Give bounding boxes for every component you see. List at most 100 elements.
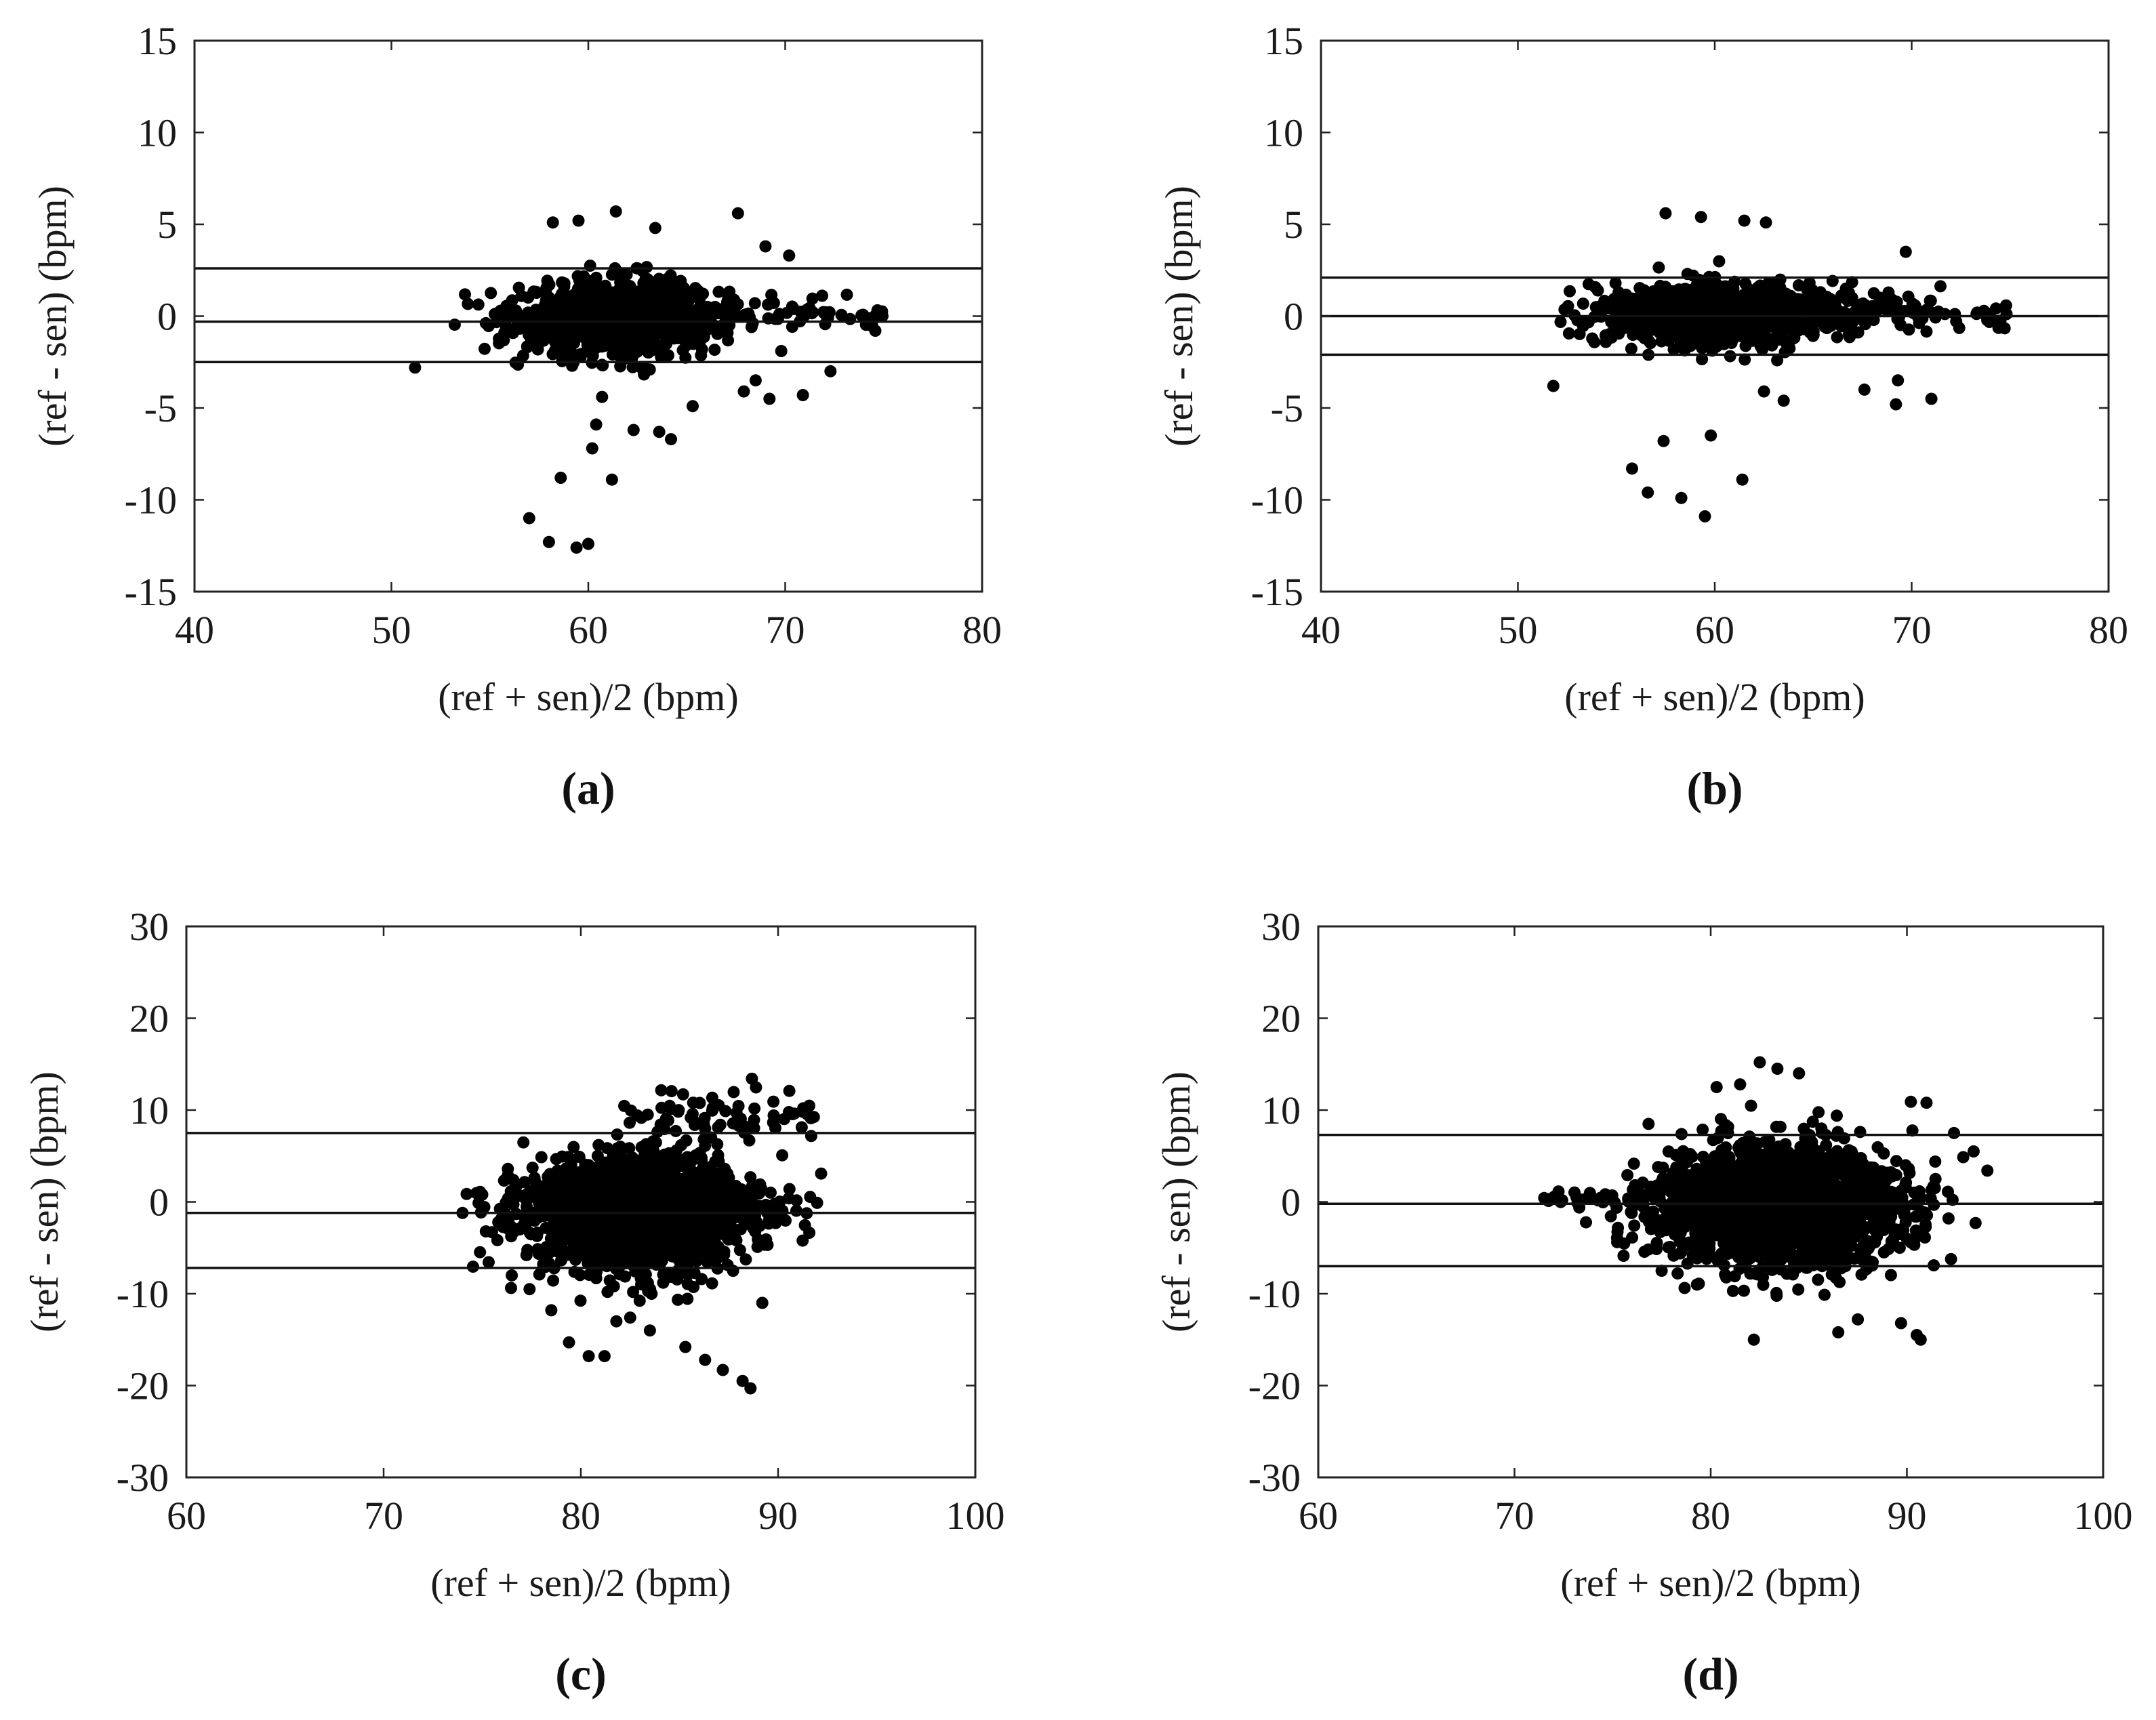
data-point bbox=[560, 1229, 573, 1242]
data-point bbox=[705, 1185, 718, 1198]
data-point bbox=[756, 1296, 769, 1309]
data-point bbox=[706, 1104, 718, 1117]
data-point bbox=[1696, 353, 1709, 365]
data-point bbox=[689, 1118, 701, 1131]
x-tick-label: 40 bbox=[1301, 608, 1341, 652]
data-point bbox=[1831, 1109, 1843, 1122]
data-point bbox=[667, 1191, 680, 1204]
data-point bbox=[737, 385, 750, 398]
data-point bbox=[594, 1204, 607, 1217]
data-point bbox=[633, 306, 646, 318]
data-point bbox=[686, 1107, 699, 1120]
data-point bbox=[607, 348, 619, 361]
data-point bbox=[806, 292, 819, 305]
data-point bbox=[638, 368, 651, 381]
data-point bbox=[1705, 429, 1717, 442]
data-point bbox=[824, 365, 837, 377]
data-point bbox=[816, 289, 828, 302]
y-tick-label: 5 bbox=[157, 203, 177, 247]
data-point bbox=[627, 360, 640, 373]
data-point bbox=[502, 1213, 515, 1226]
panel-label: (c) bbox=[555, 1648, 606, 1700]
data-point bbox=[1925, 392, 1938, 405]
data-point bbox=[1724, 350, 1736, 363]
data-point bbox=[665, 1085, 678, 1098]
data-point bbox=[462, 298, 474, 310]
data-point bbox=[550, 1174, 563, 1187]
x-tick-label: 60 bbox=[569, 608, 608, 652]
data-point bbox=[649, 222, 662, 234]
data-point bbox=[494, 304, 507, 317]
data-point bbox=[1738, 353, 1751, 366]
data-point bbox=[582, 537, 594, 550]
data-point bbox=[479, 316, 492, 329]
data-point bbox=[1635, 321, 1648, 333]
data-point bbox=[640, 261, 653, 274]
data-point bbox=[786, 321, 798, 333]
data-point bbox=[466, 1261, 479, 1273]
data-point bbox=[474, 1246, 487, 1258]
data-point bbox=[613, 1255, 626, 1268]
data-point bbox=[697, 331, 710, 344]
y-tick-label: -5 bbox=[144, 386, 177, 430]
data-point bbox=[1612, 1221, 1625, 1234]
data-point bbox=[619, 1197, 632, 1210]
data-point bbox=[535, 1183, 548, 1195]
data-point bbox=[1604, 1210, 1617, 1223]
data-point bbox=[763, 392, 776, 405]
y-axis-label: (ref - sen) (bpm) bbox=[30, 186, 75, 447]
data-point bbox=[578, 1177, 590, 1190]
y-tick-label: -20 bbox=[117, 1364, 169, 1408]
data-point bbox=[1592, 300, 1605, 313]
data-point bbox=[492, 1216, 505, 1229]
data-point bbox=[625, 337, 638, 350]
data-point bbox=[751, 1240, 764, 1253]
data-point bbox=[1554, 316, 1567, 328]
data-point bbox=[1724, 318, 1736, 331]
data-point bbox=[778, 1113, 790, 1126]
data-point bbox=[668, 1157, 681, 1170]
data-point bbox=[582, 314, 594, 327]
data-point bbox=[767, 1095, 780, 1108]
data-point bbox=[796, 389, 809, 401]
x-tick-label: 80 bbox=[561, 1494, 601, 1538]
data-point bbox=[531, 316, 544, 329]
data-point bbox=[635, 1208, 648, 1221]
y-tick-label: 15 bbox=[138, 19, 177, 63]
data-point bbox=[643, 1324, 656, 1337]
data-point bbox=[1760, 216, 1772, 229]
data-point bbox=[1919, 1231, 1931, 1244]
data-point bbox=[696, 1163, 709, 1176]
data-point bbox=[1602, 302, 1615, 314]
data-point bbox=[704, 302, 717, 314]
data-point bbox=[661, 1172, 674, 1184]
data-point bbox=[726, 302, 739, 315]
data-point bbox=[634, 1272, 647, 1285]
data-point bbox=[1890, 1155, 1903, 1168]
data-point bbox=[855, 309, 868, 322]
data-point bbox=[1711, 1254, 1724, 1267]
data-point bbox=[409, 361, 422, 374]
data-point bbox=[677, 281, 690, 294]
data-point bbox=[1957, 1151, 1970, 1164]
data-point bbox=[558, 277, 571, 290]
data-point bbox=[654, 1118, 667, 1131]
data-point bbox=[769, 312, 781, 325]
data-point bbox=[561, 1181, 574, 1194]
data-point bbox=[1759, 332, 1772, 345]
y-tick-label: 0 bbox=[1284, 295, 1303, 339]
data-point bbox=[595, 1234, 608, 1247]
data-point bbox=[476, 1188, 489, 1201]
data-point bbox=[584, 275, 596, 287]
y-tick-label: 15 bbox=[1264, 19, 1303, 63]
data-point bbox=[679, 1340, 692, 1353]
data-point bbox=[1754, 312, 1767, 325]
data-point bbox=[479, 342, 491, 355]
data-point bbox=[609, 1170, 622, 1183]
data-point bbox=[574, 1294, 587, 1307]
data-point bbox=[1903, 323, 1915, 336]
data-point bbox=[527, 285, 540, 298]
data-point bbox=[1562, 327, 1575, 340]
data-point bbox=[1737, 289, 1750, 302]
